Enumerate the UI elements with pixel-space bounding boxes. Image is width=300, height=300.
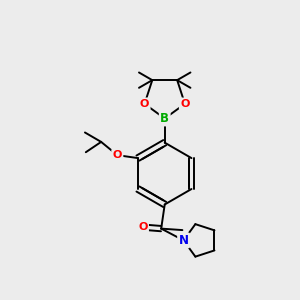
Text: O: O (140, 99, 149, 109)
Text: O: O (112, 150, 122, 160)
Text: B: B (160, 112, 169, 125)
Text: O: O (180, 99, 190, 109)
Text: O: O (138, 222, 148, 232)
Text: N: N (178, 234, 189, 247)
